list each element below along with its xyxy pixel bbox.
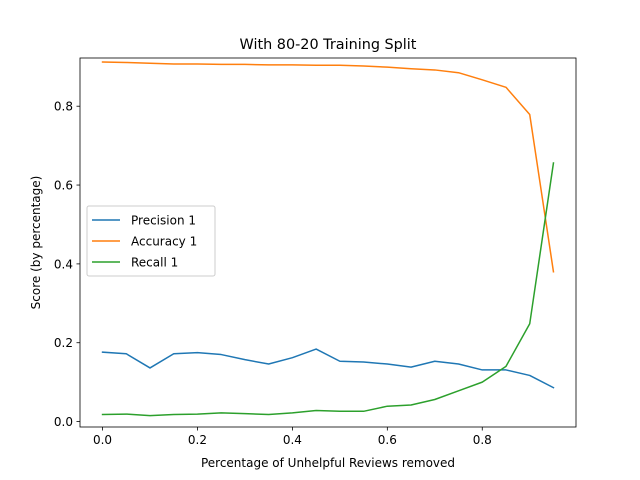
y-axis-ticks: 0.0 0.2 0.4 0.6 0.8	[54, 100, 80, 429]
y-tick-label: 0.6	[54, 179, 73, 193]
series-lines	[101, 61, 555, 417]
legend-label-precision-1: Precision 1	[131, 214, 196, 228]
series-recall-1	[101, 162, 555, 417]
plot-frame	[79, 57, 577, 428]
legend: Precision 1 Accuracy 1 Recall 1	[86, 205, 216, 277]
y-tick-label: 0.4	[54, 257, 73, 271]
series-line-accuracy-1	[101, 61, 555, 273]
y-tick-label: 0.0	[54, 415, 73, 429]
x-axis-label: Percentage of Unhelpful Reviews removed	[201, 456, 455, 470]
series-accuracy-1	[101, 61, 555, 273]
x-tick-label: 0.0	[93, 433, 112, 447]
x-tick-label: 0.6	[378, 433, 397, 447]
y-tick-label: 0.2	[54, 336, 73, 350]
chart-title: With 80-20 Training Split	[240, 37, 417, 53]
y-tick-label: 0.8	[54, 100, 73, 114]
series-line-precision-1	[101, 348, 555, 389]
x-tick-label: 0.8	[473, 433, 492, 447]
y-axis-label: Score (by percentage)	[29, 176, 43, 310]
series-precision-1	[101, 348, 555, 389]
legend-label-accuracy-1: Accuracy 1	[131, 235, 197, 249]
legend-label-recall-1: Recall 1	[131, 256, 178, 270]
x-tick-label: 0.4	[283, 433, 302, 447]
legend-frame	[86, 205, 216, 277]
series-line-recall-1	[101, 162, 555, 417]
x-tick-label: 0.2	[188, 433, 207, 447]
x-axis-ticks: 0.0 0.2 0.4 0.6 0.8	[93, 427, 492, 447]
